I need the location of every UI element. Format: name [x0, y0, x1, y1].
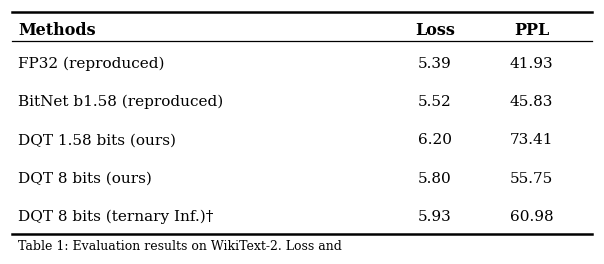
Text: Loss: Loss: [415, 22, 455, 39]
Text: 5.39: 5.39: [418, 57, 452, 71]
Text: FP32 (reproduced): FP32 (reproduced): [18, 57, 165, 71]
Text: Table 1: Evaluation results on WikiText-2. Loss and: Table 1: Evaluation results on WikiText-…: [18, 240, 342, 253]
Text: 55.75: 55.75: [510, 172, 553, 186]
Text: DQT 1.58 bits (ours): DQT 1.58 bits (ours): [18, 133, 176, 147]
Text: 5.52: 5.52: [418, 95, 452, 109]
Text: 6.20: 6.20: [418, 133, 452, 147]
Text: 73.41: 73.41: [510, 133, 553, 147]
Text: DQT 8 bits (ternary Inf.)†: DQT 8 bits (ternary Inf.)†: [18, 210, 213, 224]
Text: 5.93: 5.93: [418, 210, 452, 224]
Text: Methods: Methods: [18, 22, 96, 39]
Text: PPL: PPL: [514, 22, 549, 39]
Text: DQT 8 bits (ours): DQT 8 bits (ours): [18, 172, 152, 186]
Text: 5.80: 5.80: [418, 172, 452, 186]
Text: 60.98: 60.98: [510, 210, 553, 224]
Text: 45.83: 45.83: [510, 95, 553, 109]
Text: BitNet b1.58 (reproduced): BitNet b1.58 (reproduced): [18, 95, 223, 110]
Text: 41.93: 41.93: [510, 57, 553, 71]
